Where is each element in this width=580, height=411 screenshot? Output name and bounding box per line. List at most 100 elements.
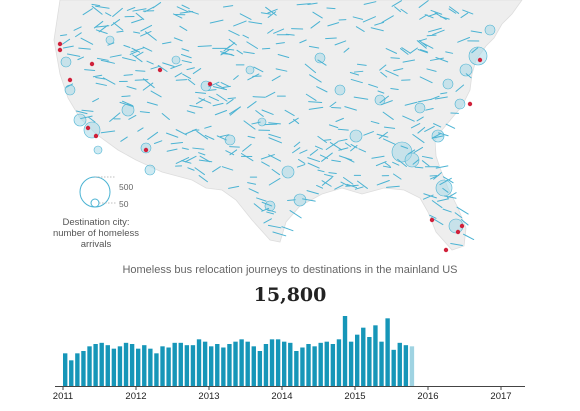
journey-arrow [309, 149, 319, 156]
month-bar [99, 342, 104, 386]
journey-arrow [267, 11, 277, 18]
journey-arrow [247, 182, 257, 185]
journey-arrow [198, 159, 213, 163]
journey-arrow [176, 6, 189, 13]
journey-arrow [342, 176, 354, 185]
journey-arrow [228, 38, 237, 46]
journey-arrow [370, 27, 384, 32]
journey-arrow [78, 47, 91, 50]
month-bar [367, 337, 372, 386]
journey-arrow [425, 107, 434, 111]
journey-arrow [228, 185, 240, 189]
journey-arrow [382, 165, 392, 169]
month-bar [251, 346, 256, 386]
journey-arrow [186, 67, 195, 71]
journey-arrow [242, 34, 250, 39]
journey-arrow [379, 64, 387, 71]
journey-arrow [179, 10, 194, 14]
journey-arrow [113, 22, 124, 31]
month-bar [105, 345, 110, 386]
journey-arrow [265, 91, 276, 98]
journey-arrow [142, 46, 153, 52]
journey-arrow [427, 12, 439, 17]
month-bar [318, 342, 323, 386]
destination-bubble [484, 24, 496, 36]
journey-arrow [404, 101, 418, 106]
destination-bubble [349, 129, 363, 143]
journey-arrow [334, 40, 347, 46]
month-bar [282, 341, 287, 386]
journey-arrow [358, 148, 367, 153]
journey-arrow [417, 98, 433, 103]
journey-arrow [267, 8, 278, 14]
journey-arrow [261, 201, 273, 207]
journey-arrow [335, 117, 344, 123]
journey-arrow [189, 104, 203, 109]
journey-arrow [356, 63, 367, 66]
journey-arrow [349, 71, 360, 76]
journey-arrow [448, 8, 457, 14]
journey-arrow [226, 98, 234, 105]
journey-arrow [308, 45, 320, 49]
journey-arrow [268, 122, 281, 125]
journey-arrow [386, 185, 400, 188]
journey-arrow [139, 111, 150, 114]
journey-arrow [307, 157, 321, 163]
journey-arrow [299, 39, 307, 44]
journey-arrow [380, 100, 393, 106]
journey-arrow [340, 181, 350, 187]
x-tick-label: 2013 [198, 391, 219, 402]
journey-arrow [192, 68, 202, 75]
journey-arrow [122, 57, 136, 62]
journey-arrow [248, 21, 263, 25]
journey-arrow [445, 51, 454, 54]
journey-arrow [288, 117, 299, 125]
journey-arrow [287, 199, 296, 202]
month-bar [391, 349, 396, 386]
journey-arrow [460, 12, 469, 19]
journey-arrow [400, 8, 408, 15]
origin-city-dot [443, 247, 449, 253]
journey-arrow [354, 186, 364, 190]
journey-arrow [216, 135, 227, 141]
journey-arrow [196, 130, 209, 140]
journey-arrow [331, 106, 342, 109]
month-bar [355, 334, 360, 386]
month-bar [336, 339, 342, 386]
journey-arrow [419, 49, 428, 53]
legend-value-large: 500 [119, 182, 133, 192]
month-bar [166, 347, 171, 386]
journey-arrow [181, 4, 190, 10]
month-bar [184, 345, 190, 386]
journey-arrow [179, 25, 188, 31]
journey-arrow [80, 37, 94, 45]
journey-arrow [307, 162, 320, 169]
journey-arrow [96, 57, 109, 61]
journey-arrow [297, 158, 306, 164]
journey-arrow [281, 226, 294, 232]
journey-arrow [214, 109, 228, 116]
journey-arrow [439, 177, 452, 186]
destination-bubble [60, 56, 72, 68]
month-bar [257, 351, 263, 386]
journey-arrow [80, 115, 93, 120]
journey-arrow [240, 153, 254, 162]
journey-arrow [375, 161, 387, 167]
journey-arrow [264, 123, 278, 126]
journey-arrow [326, 7, 336, 10]
journey-arrow [186, 110, 196, 114]
journey-arrow [343, 47, 350, 53]
journey-arrow [379, 95, 389, 104]
journey-arrow [134, 51, 144, 58]
journey-arrow [268, 154, 282, 162]
journey-arrow [95, 82, 107, 86]
journey-arrow [132, 54, 143, 63]
journey-arrow [207, 89, 217, 91]
journey-arrow [268, 133, 281, 139]
journey-arrow [122, 100, 134, 107]
journey-arrow [463, 233, 475, 241]
x-tick-label: 2012 [125, 391, 146, 402]
month-bar [209, 346, 214, 386]
journey-arrow [112, 7, 123, 18]
journey-arrow [325, 37, 337, 40]
